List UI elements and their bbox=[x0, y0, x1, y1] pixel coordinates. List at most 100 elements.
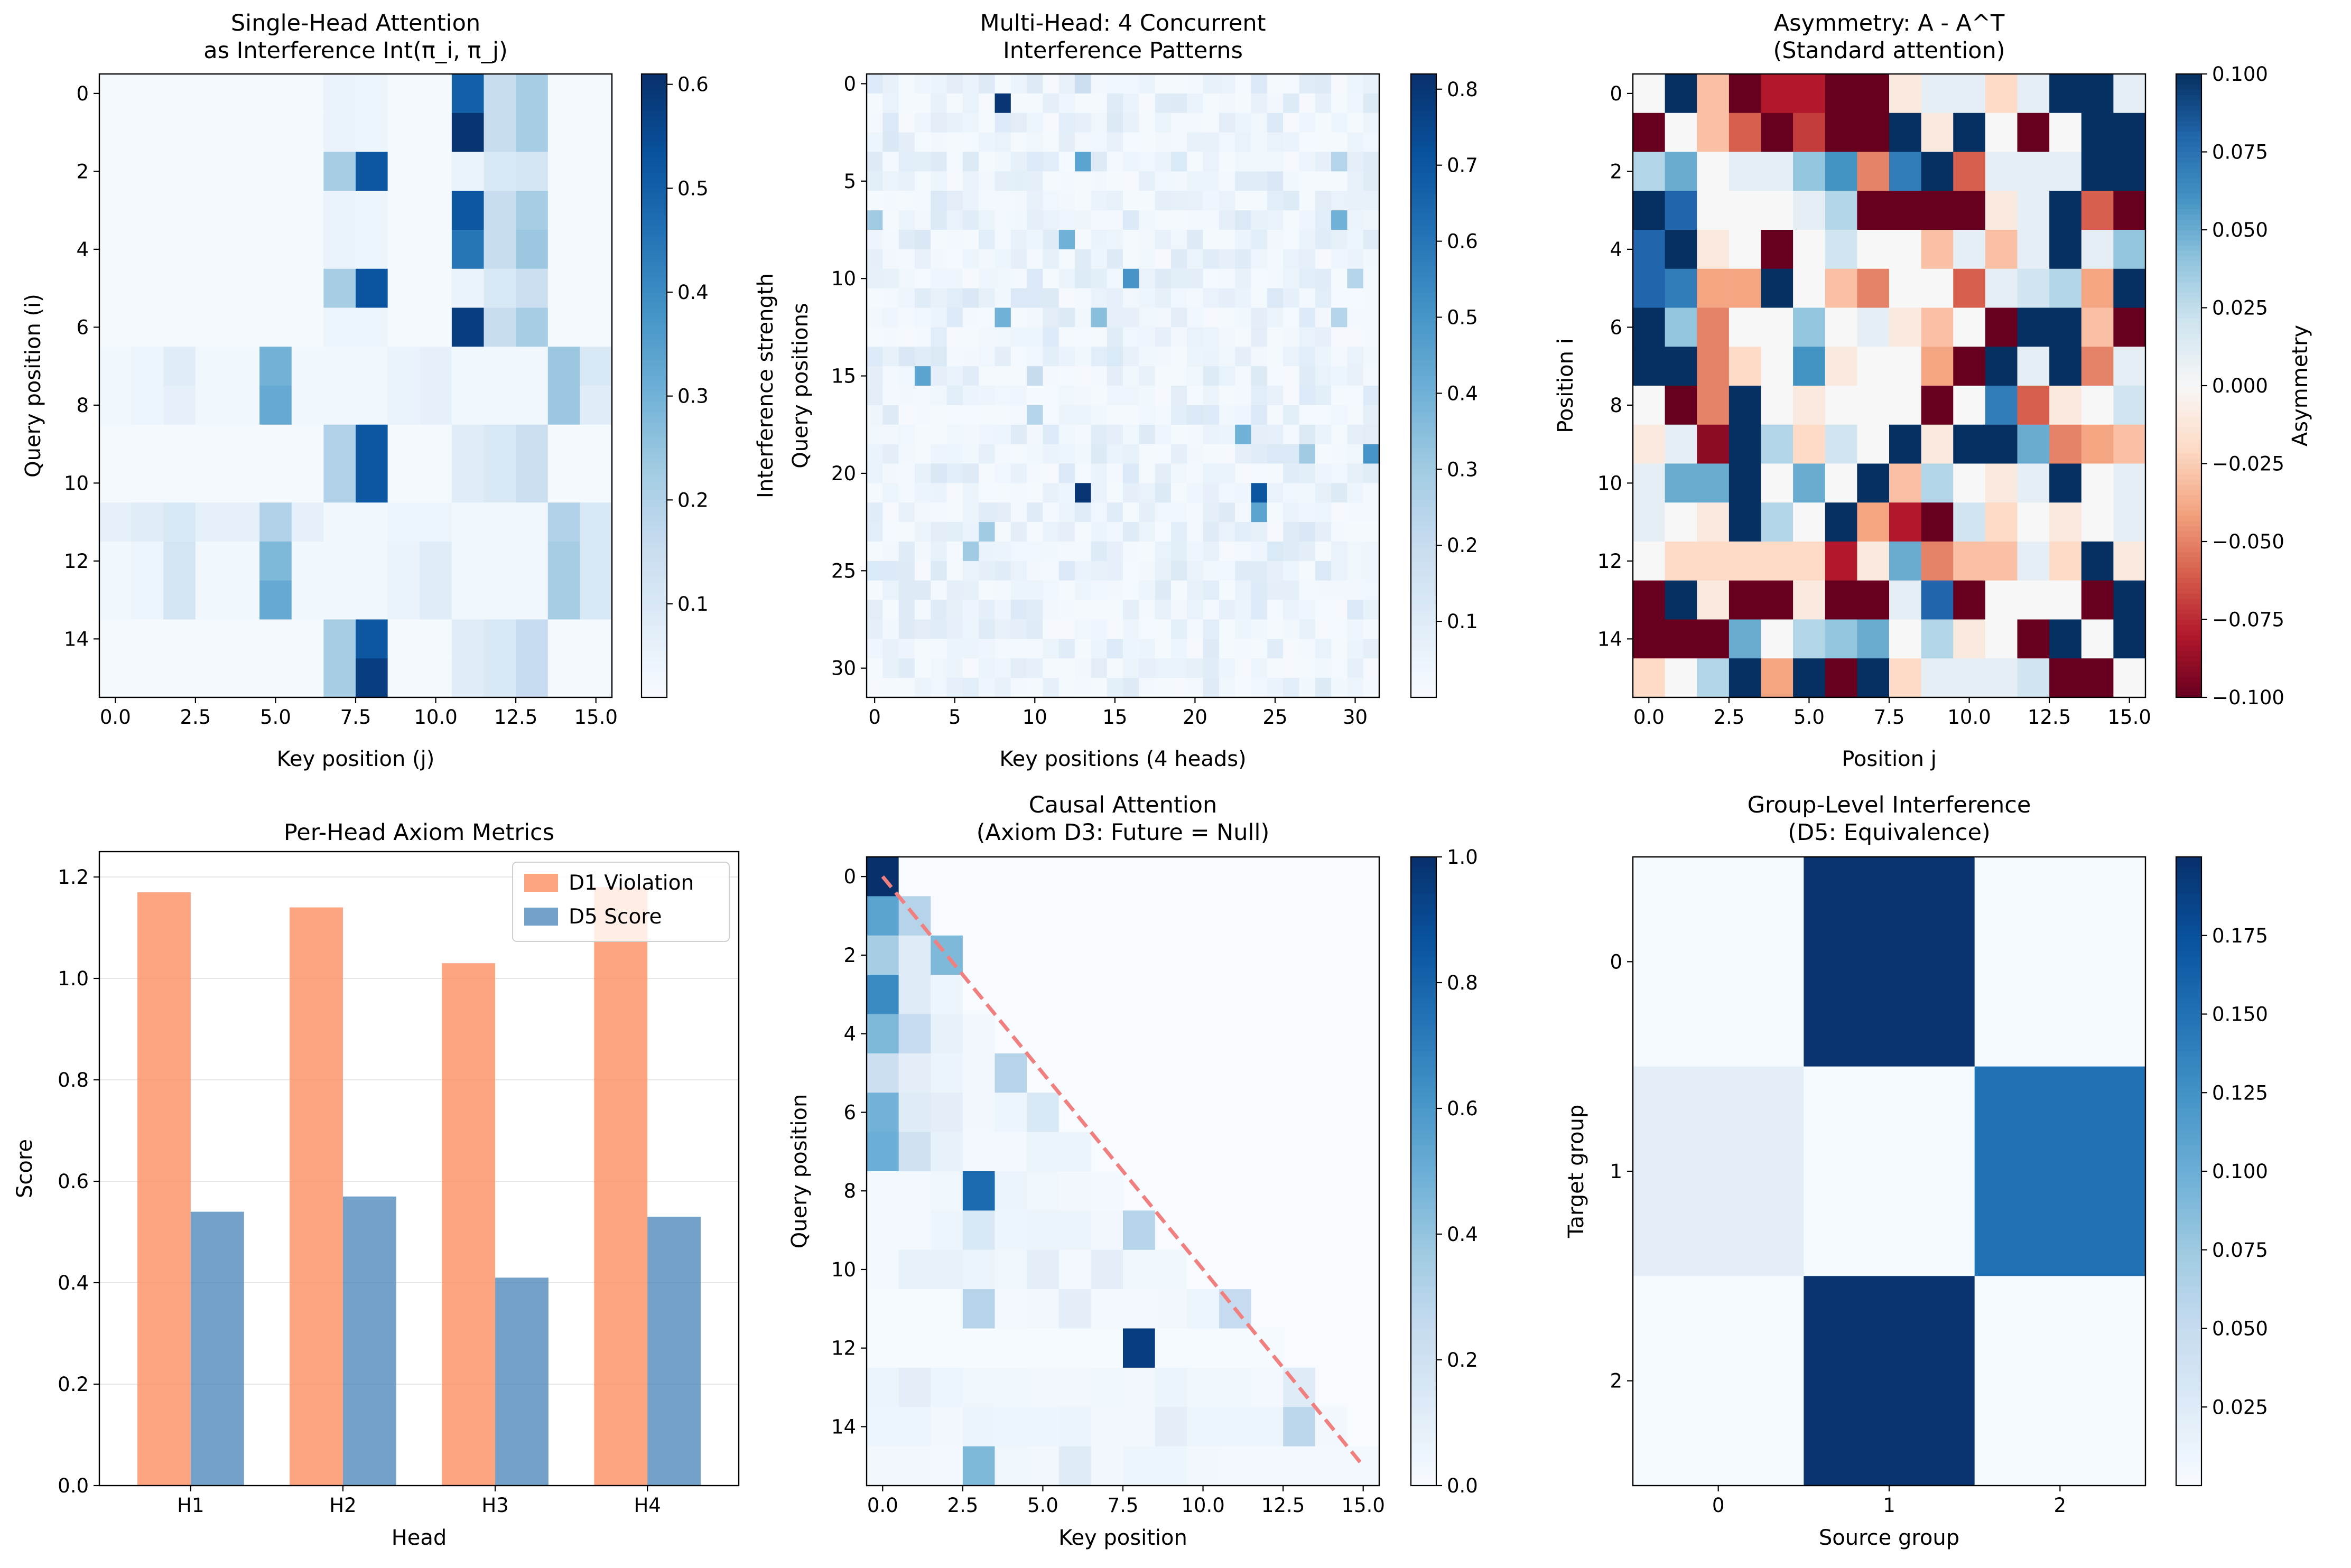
heatmap-cell bbox=[1027, 522, 1044, 542]
heatmap-cell bbox=[1123, 857, 1156, 897]
colorbar-segment bbox=[642, 286, 667, 293]
heatmap-cell bbox=[1123, 327, 1139, 347]
heatmap-cell bbox=[1363, 366, 1380, 386]
heatmap-cell bbox=[914, 639, 931, 659]
heatmap-cell bbox=[1058, 1289, 1091, 1329]
colorbar-segment bbox=[642, 250, 667, 256]
heatmap-cell bbox=[1075, 268, 1091, 289]
heatmap-cell bbox=[1793, 113, 1826, 153]
heatmap-cell bbox=[1331, 171, 1348, 191]
heatmap-cell bbox=[2113, 152, 2146, 191]
heatmap-cell bbox=[1953, 113, 1986, 153]
x-tick-label: 12.5 bbox=[494, 706, 537, 729]
heatmap-cell bbox=[1235, 561, 1252, 581]
x-tick-label: 2.5 bbox=[947, 1494, 978, 1517]
heatmap-cell bbox=[547, 619, 580, 659]
heatmap-cell bbox=[291, 113, 324, 153]
colorbar-segment bbox=[642, 686, 667, 693]
heatmap-cell bbox=[1027, 1367, 1060, 1407]
heatmap-cell bbox=[259, 74, 292, 114]
colorbar-segment bbox=[1411, 162, 1436, 168]
heatmap-cell bbox=[1299, 113, 1316, 133]
heatmap-cell bbox=[356, 113, 388, 153]
heatmap-cell bbox=[1203, 74, 1220, 94]
colorbar-segment bbox=[642, 411, 667, 417]
y-tick-label: 0 bbox=[1610, 82, 1622, 105]
heatmap-cell bbox=[1793, 580, 1826, 620]
heatmap-cell bbox=[99, 152, 132, 191]
colorbar-segment bbox=[642, 603, 667, 610]
heatmap-cell bbox=[1027, 1328, 1060, 1368]
heatmap-cell bbox=[1299, 288, 1316, 309]
heatmap-cell bbox=[516, 386, 549, 425]
legend-label: D5 Score bbox=[569, 905, 662, 929]
heatmap-cell bbox=[1058, 424, 1075, 445]
heatmap-cell bbox=[1697, 580, 1730, 620]
heatmap-cell bbox=[131, 542, 164, 581]
heatmap-cell bbox=[1347, 1171, 1380, 1211]
heatmap-cell bbox=[1283, 1093, 1316, 1133]
colorbar-tick-label: 0.025 bbox=[2212, 297, 2268, 320]
panel-title: as Interference Int(π_i, π_j) bbox=[203, 38, 508, 64]
heatmap-cell bbox=[931, 366, 947, 386]
colorbar-segment bbox=[2176, 94, 2201, 100]
heatmap-cell bbox=[2113, 230, 2146, 269]
heatmap-cell bbox=[914, 327, 931, 347]
heatmap-cell bbox=[516, 502, 549, 542]
colorbar-segment bbox=[1411, 1129, 1436, 1135]
colorbar-segment bbox=[2176, 598, 2201, 604]
colorbar-segment bbox=[1411, 1029, 1436, 1035]
heatmap-cell bbox=[516, 74, 549, 114]
colorbar-segment bbox=[1411, 1187, 1436, 1193]
colorbar-segment bbox=[2176, 867, 2201, 873]
colorbar-segment bbox=[2176, 1024, 2201, 1030]
heatmap-cell bbox=[1889, 424, 1922, 464]
colorbar-segment bbox=[2176, 1375, 2201, 1382]
colorbar-segment bbox=[1411, 1386, 1436, 1392]
heatmap-cell bbox=[1857, 74, 1890, 114]
heatmap-cell bbox=[1043, 463, 1060, 483]
heatmap-cell bbox=[99, 307, 132, 347]
heatmap-cell bbox=[1347, 132, 1364, 153]
heatmap-cell bbox=[451, 113, 485, 153]
colorbar-segment bbox=[2176, 930, 2201, 936]
heatmap-cell bbox=[580, 74, 612, 114]
heatmap-cell bbox=[1283, 580, 1300, 601]
colorbar-segment bbox=[1411, 453, 1436, 459]
heatmap-cell bbox=[1203, 152, 1220, 172]
heatmap-cell bbox=[163, 113, 196, 153]
y-tick-label: 8 bbox=[1610, 394, 1622, 417]
heatmap-cell bbox=[2049, 542, 2082, 581]
colorbar-segment bbox=[1411, 1365, 1436, 1371]
colorbar-segment bbox=[2176, 411, 2201, 417]
heatmap-cell bbox=[1921, 268, 1954, 309]
colorbar-segment bbox=[1411, 645, 1436, 651]
heatmap-cell bbox=[1123, 600, 1139, 620]
heatmap-cell bbox=[1347, 522, 1364, 542]
colorbar-segment bbox=[1411, 946, 1436, 951]
heatmap-cell bbox=[99, 386, 132, 425]
heatmap-cell bbox=[1155, 1132, 1187, 1172]
colorbar-segment bbox=[1411, 686, 1436, 693]
heatmap-cell bbox=[1347, 210, 1364, 230]
colorbar-segment bbox=[1411, 499, 1436, 506]
heatmap-cell bbox=[882, 424, 899, 445]
colorbar-segment bbox=[1411, 1202, 1436, 1208]
heatmap-cell bbox=[1010, 171, 1027, 191]
colorbar-segment bbox=[1411, 302, 1436, 308]
heatmap-cell bbox=[1010, 288, 1027, 309]
heatmap-cell bbox=[547, 580, 580, 620]
colorbar-segment bbox=[642, 120, 667, 126]
colorbar-segment bbox=[2176, 172, 2201, 179]
heatmap-cell bbox=[1219, 1407, 1252, 1447]
heatmap-cell bbox=[995, 522, 1011, 542]
colorbar-segment bbox=[2176, 463, 2201, 469]
heatmap-cell bbox=[995, 1053, 1027, 1093]
heatmap-cell bbox=[1091, 1093, 1123, 1133]
heatmap-cell bbox=[2081, 307, 2114, 347]
x-tick-label: 0.0 bbox=[100, 706, 131, 729]
colorbar-segment bbox=[642, 567, 667, 573]
heatmap-cell bbox=[1203, 658, 1220, 678]
colorbar-segment bbox=[2176, 1302, 2201, 1308]
heatmap-cell bbox=[995, 1210, 1027, 1250]
